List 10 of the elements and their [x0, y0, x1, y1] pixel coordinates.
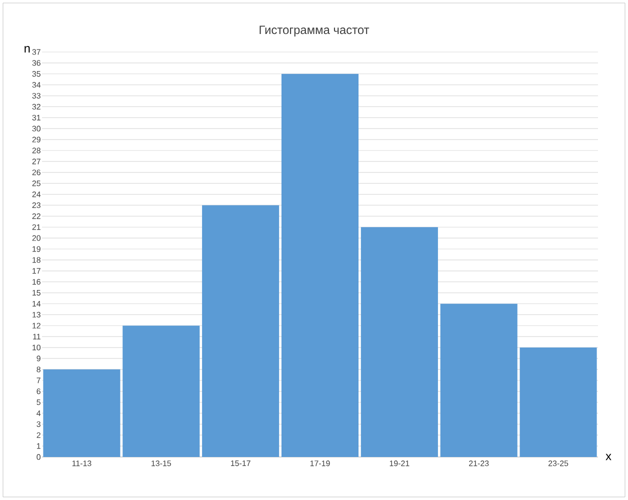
bar: [43, 369, 120, 457]
chart-title: Гистограмма частот: [260, 26, 370, 36]
y-axis-title: n: [24, 46, 30, 52]
bar: [440, 304, 518, 457]
bar: [360, 227, 438, 457]
bar: [520, 348, 597, 457]
bar: [281, 74, 359, 457]
bar: [202, 205, 280, 457]
x-axis-title: x: [606, 454, 612, 460]
bar: [122, 326, 200, 457]
